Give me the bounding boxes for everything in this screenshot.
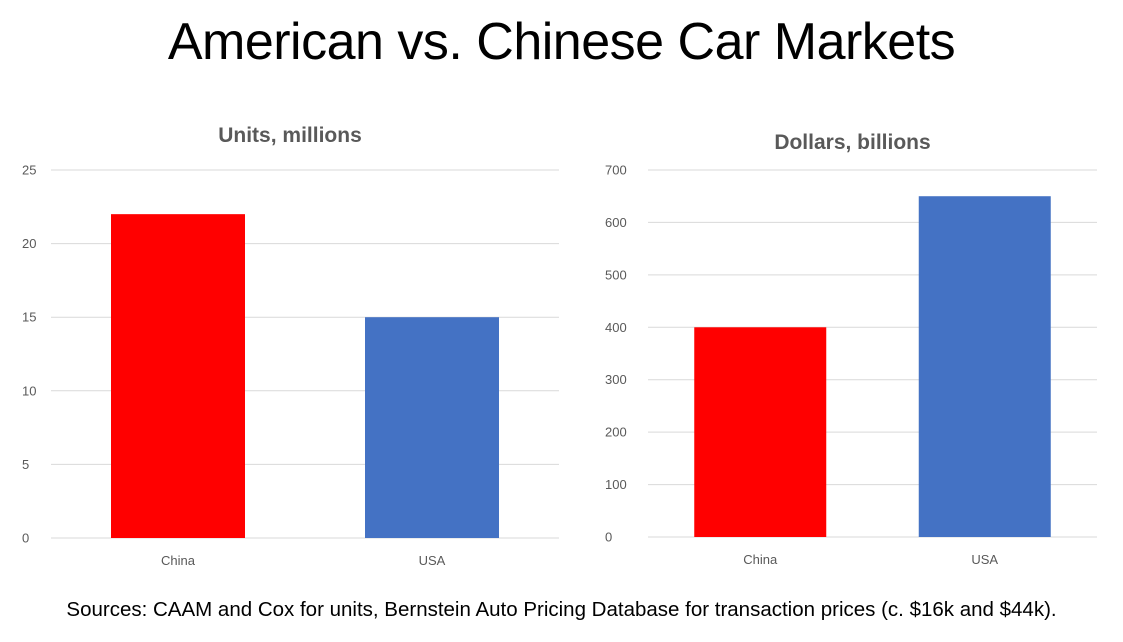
units-chart-svg: 0 5 10 15 20 25 China USA [22, 163, 559, 568]
x-category-label: USA [419, 553, 446, 568]
y-tick-label: 600 [605, 215, 627, 230]
x-category-label: China [161, 553, 196, 568]
y-tick-label: 200 [605, 425, 627, 440]
y-tick-label: 700 [605, 163, 627, 178]
x-category-label: USA [971, 552, 998, 567]
units-chart: Units, millions 0 5 10 15 20 25 China USA [10, 118, 570, 578]
y-tick-label: 20 [22, 236, 36, 251]
dollars-chart-title: Dollars, billions [774, 131, 931, 154]
y-tick-label: 0 [22, 531, 29, 546]
y-tick-label: 300 [605, 372, 627, 387]
y-tick-label: 15 [22, 310, 36, 325]
y-tick-label: 0 [605, 530, 612, 545]
bar-china [111, 214, 245, 538]
y-tick-label: 400 [605, 320, 627, 335]
bar-china [694, 327, 827, 537]
y-tick-label: 10 [22, 383, 36, 398]
bar-usa [918, 196, 1051, 537]
units-chart-title: Units, millions [218, 124, 362, 147]
x-category-label: China [743, 552, 778, 567]
y-tick-label: 100 [605, 477, 627, 492]
y-tick-label: 25 [22, 163, 36, 178]
y-tick-label: 5 [22, 457, 29, 472]
dollars-chart: Dollars, billions 0 100 200 300 400 500 600 700… [590, 118, 1115, 578]
slide-title: American vs. Chinese Car Markets [167, 13, 956, 71]
sources-note: Sources: CAAM and Cox for units, Bernste… [66, 598, 1057, 621]
dollars-chart-svg: 0 100 200 300 400 500 600 700 China USA [605, 163, 1097, 567]
bar-usa [365, 317, 499, 538]
y-tick-label: 500 [605, 267, 627, 282]
